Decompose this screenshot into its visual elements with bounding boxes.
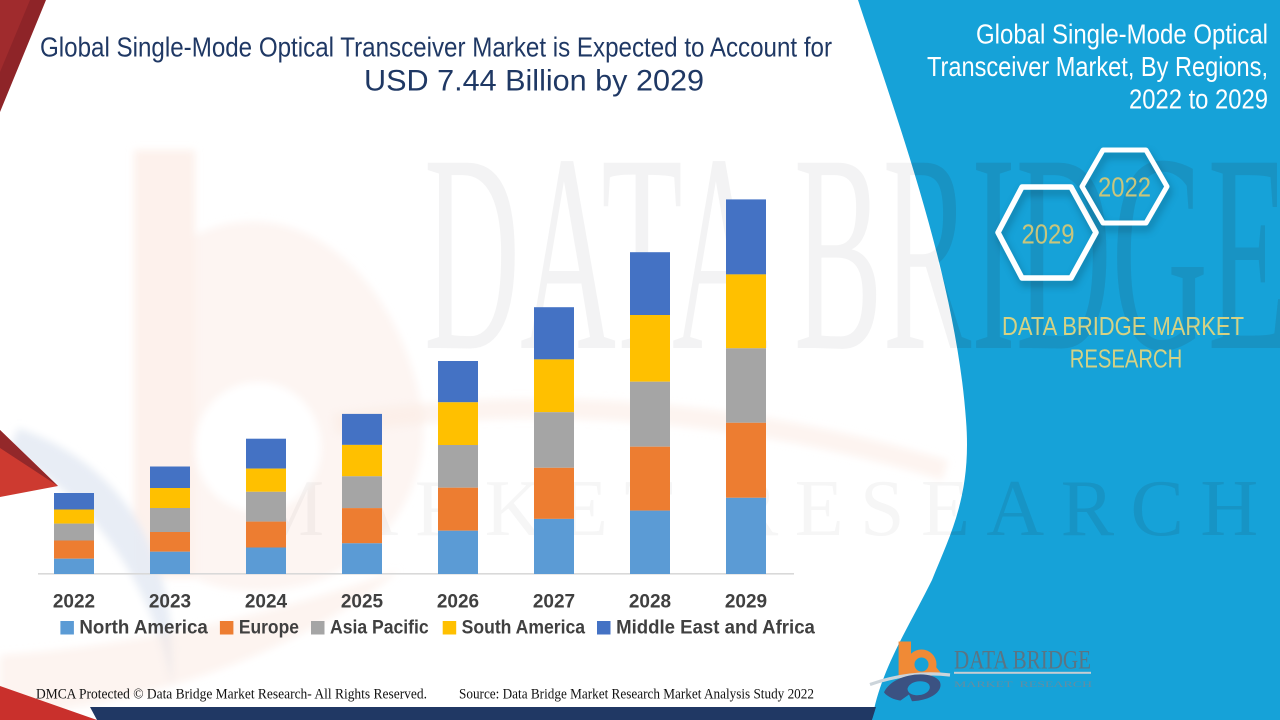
svg-text:South America: South America [462,618,586,639]
svg-text:2027: 2027 [533,592,575,613]
svg-text:Global Single-Mode Optical Tra: Global Single-Mode Optical Transceiver M… [40,32,832,63]
svg-text:DMCA Protected © Data Bridge M: DMCA Protected © Data Bridge Market Rese… [36,687,427,703]
svg-text:DATA BRIDGE: DATA BRIDGE [954,646,1091,675]
svg-text:USD 7.44 Billion by 2029: USD 7.44 Billion by 2029 [364,65,704,98]
svg-text:Europe: Europe [239,618,299,639]
svg-text:2022: 2022 [53,592,95,613]
svg-text:2029: 2029 [1022,219,1075,250]
svg-text:Global Single-Mode Optical: Global Single-Mode Optical [976,18,1268,49]
svg-text:RESEARCH: RESEARCH [1070,344,1183,374]
svg-text:2022: 2022 [1098,172,1151,203]
svg-text:2026: 2026 [437,592,479,613]
svg-text:2025: 2025 [341,592,384,613]
svg-text:2028: 2028 [629,592,671,613]
svg-text:Transceiver Market, By Regions: Transceiver Market, By Regions, [927,51,1268,82]
svg-text:Asia Pacific: Asia Pacific [330,618,429,639]
svg-text:Middle East and Africa: Middle East and Africa [616,618,815,639]
svg-text:2022 to 2029: 2022 to 2029 [1129,83,1268,114]
svg-text:DATA BRIDGE MARKET: DATA BRIDGE MARKET [1002,311,1244,341]
svg-text:Source: Data Bridge Market Res: Source: Data Bridge Market Research Mark… [459,687,814,703]
svg-text:2024: 2024 [245,592,288,613]
svg-text:2029: 2029 [725,592,767,613]
svg-text:2023: 2023 [149,592,191,613]
svg-text:North America: North America [79,618,208,639]
svg-text:MARKET RESEARCH: MARKET RESEARCH [954,679,1092,689]
